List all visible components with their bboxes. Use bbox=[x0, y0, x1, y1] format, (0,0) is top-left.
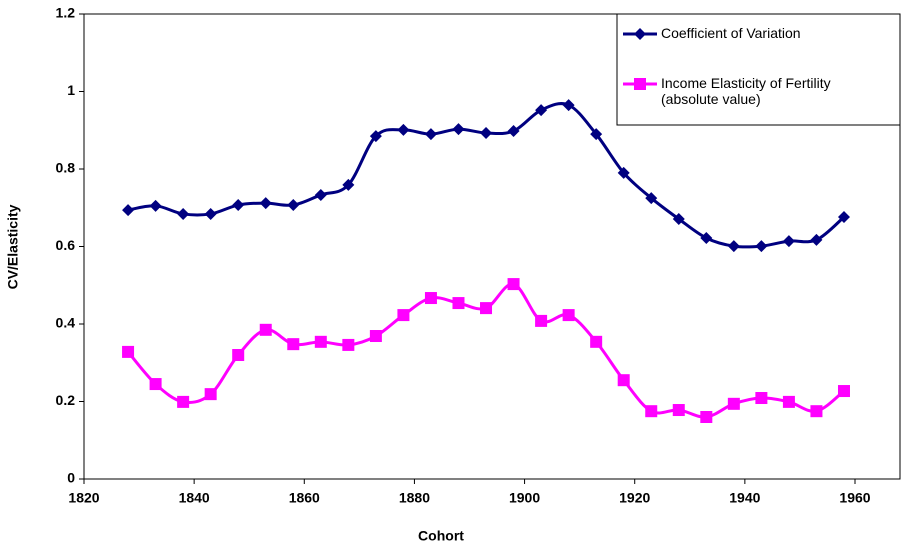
diamond-marker bbox=[672, 212, 685, 225]
square-marker bbox=[700, 411, 713, 423]
diamond-marker bbox=[590, 128, 603, 141]
diamond-marker bbox=[232, 199, 245, 212]
diamond-marker bbox=[562, 99, 575, 112]
square-marker bbox=[562, 309, 575, 322]
diamond-marker bbox=[810, 233, 823, 246]
x-tick-label: 1860 bbox=[289, 490, 320, 506]
square-marker bbox=[590, 335, 603, 348]
square-marker bbox=[507, 278, 520, 291]
y-axis-title: CV/Elasticity bbox=[5, 204, 21, 289]
square-marker bbox=[204, 388, 217, 401]
square-marker bbox=[672, 404, 685, 417]
y-tick-label: 0.2 bbox=[56, 392, 76, 408]
square-marker bbox=[397, 309, 410, 322]
square-marker bbox=[634, 78, 646, 90]
square-marker bbox=[837, 385, 850, 398]
y-tick-label: 0.6 bbox=[56, 237, 76, 253]
diamond-marker bbox=[480, 126, 493, 139]
square-marker bbox=[424, 292, 437, 305]
diamond-marker bbox=[342, 178, 355, 191]
diamond-marker bbox=[727, 240, 740, 253]
diamond-marker bbox=[755, 240, 768, 253]
square-marker bbox=[177, 395, 190, 408]
diamond-marker bbox=[700, 231, 713, 244]
diamond-marker bbox=[452, 123, 465, 136]
square-marker bbox=[755, 392, 768, 405]
diamond-marker bbox=[149, 199, 162, 212]
square-marker bbox=[810, 405, 823, 418]
diamond-marker bbox=[314, 188, 327, 201]
y-tick-label: 0.8 bbox=[56, 160, 76, 176]
x-tick-label: 1880 bbox=[399, 490, 430, 506]
square-marker bbox=[259, 323, 272, 336]
diamond-marker bbox=[507, 125, 520, 138]
y-tick-label: 1 bbox=[67, 82, 75, 98]
square-marker bbox=[645, 405, 658, 418]
square-marker bbox=[232, 349, 245, 361]
square-marker bbox=[314, 335, 327, 348]
diamond-marker bbox=[397, 123, 410, 136]
diamond-marker bbox=[634, 28, 646, 40]
diamond-marker bbox=[645, 192, 658, 205]
square-marker bbox=[535, 314, 548, 327]
diamond-marker bbox=[424, 128, 437, 141]
square-marker bbox=[452, 297, 465, 310]
y-tick-label: 0.4 bbox=[56, 315, 76, 331]
legend-entry: Income Elasticity of Fertility (absolute… bbox=[661, 75, 831, 107]
legend-label: Income Elasticity of Fertility (absolute… bbox=[661, 75, 831, 107]
diamond-marker bbox=[782, 235, 795, 248]
x-tick-label: 1960 bbox=[839, 490, 870, 506]
x-tick-label: 1840 bbox=[179, 490, 210, 506]
y-tick-label: 1.2 bbox=[56, 5, 76, 21]
diamond-marker bbox=[259, 197, 272, 210]
square-marker bbox=[122, 345, 135, 358]
x-axis-title: Cohort bbox=[418, 528, 464, 544]
y-tick-label: 0 bbox=[67, 470, 75, 486]
x-tick-label: 1920 bbox=[619, 490, 650, 506]
legend-box bbox=[616, 13, 901, 126]
square-marker bbox=[149, 378, 162, 391]
x-tick-label: 1900 bbox=[509, 490, 540, 506]
diamond-marker bbox=[122, 204, 135, 217]
diamond-marker bbox=[177, 207, 190, 220]
diamond-marker bbox=[617, 166, 630, 179]
x-tick-label: 1940 bbox=[729, 490, 760, 506]
square-marker bbox=[287, 338, 300, 351]
diamond-marker bbox=[287, 199, 300, 212]
square-marker bbox=[782, 395, 795, 408]
diamond-marker bbox=[204, 207, 217, 220]
diamond-marker bbox=[369, 130, 382, 143]
square-marker bbox=[727, 397, 740, 410]
diamond-marker bbox=[535, 104, 548, 117]
square-marker bbox=[369, 330, 382, 343]
square-marker bbox=[617, 374, 630, 387]
square-marker bbox=[342, 338, 355, 351]
x-tick-label: 1820 bbox=[68, 490, 99, 506]
legend-label: Coefficient of Variation bbox=[661, 25, 801, 41]
legend-entry: Coefficient of Variation bbox=[661, 25, 801, 41]
square-marker bbox=[480, 302, 493, 315]
diamond-marker bbox=[837, 211, 850, 224]
